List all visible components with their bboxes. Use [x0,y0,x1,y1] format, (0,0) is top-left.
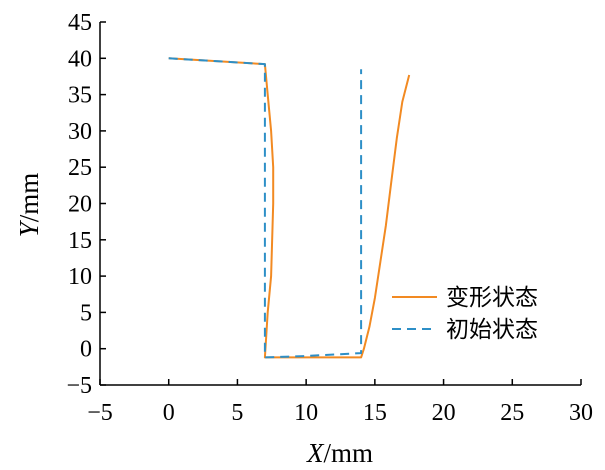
legend-label-1: 变形状态 [446,285,538,311]
y-tick-label: 40 [68,46,92,72]
y-tick-label: 25 [68,155,92,181]
y-tick-label: 30 [68,119,92,145]
series-line-1 [168,57,411,359]
y-tick-label: 5 [80,300,92,326]
plot-axes: −5 0 5 10 15 20 25 30 35 40 45 −5 0 5 10 15 20 25 30 [66,10,593,426]
y-tick-label: 20 [68,192,92,218]
x-tick-label: 25 [500,400,524,426]
legend-label-2: 初始状态 [446,317,538,343]
x-tick-label: 20 [432,400,456,426]
x-tick-label: 5 [231,400,243,426]
y-tick-label: −5 [66,373,92,399]
y-tick-label: 10 [68,264,92,290]
x-tick-label: 0 [163,400,175,426]
x-tick-label: 10 [294,400,318,426]
y-tick-label: 0 [80,337,92,363]
x-tick-label: 15 [363,400,387,426]
series-line-2 [168,57,363,359]
series-layer [168,57,411,359]
x-tick-label: −5 [87,400,113,426]
y-tick-label: 35 [68,83,92,109]
y-tick-label: 15 [68,228,92,254]
x-axis-title: X/mm [306,438,373,468]
y-tick-label: 45 [68,10,92,36]
y-axis-title: Y/mm [14,173,44,238]
x-tick-label: 30 [569,400,593,426]
